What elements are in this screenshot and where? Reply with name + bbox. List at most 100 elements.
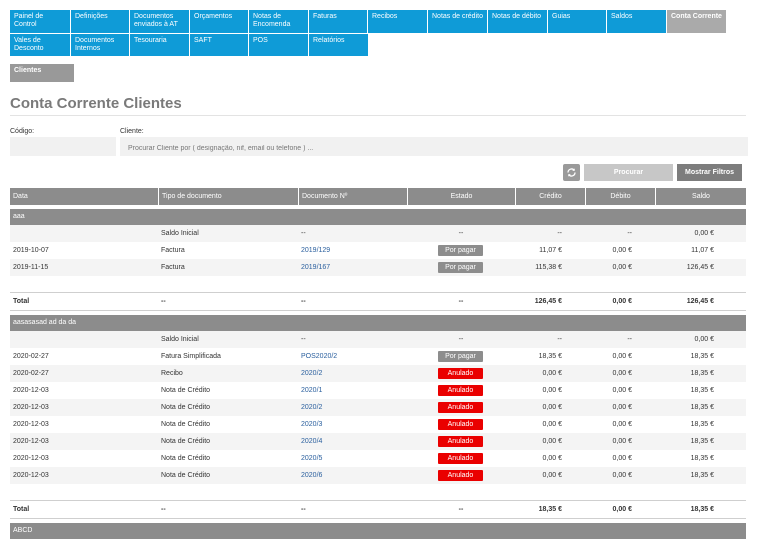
search-button[interactable]: Procurar — [584, 164, 673, 181]
nav-tile-documentos-enviados[interactable]: Documentos enviados à AT — [130, 10, 189, 33]
cell-balance: 0,00 € — [694, 230, 714, 237]
cell-credit: 0,00 € — [542, 387, 562, 394]
show-filters-button[interactable]: Mostrar Filtros — [677, 164, 742, 181]
group-name: ABCD — [13, 527, 33, 534]
cell-credit: -- — [557, 336, 562, 343]
cell-date: 2020-12-03 — [13, 455, 49, 462]
cell-type: Saldo Inicial — [161, 230, 199, 237]
sub-tab-clientes[interactable]: Clientes — [10, 64, 74, 82]
nav-tile-painel-de-control[interactable]: Painel de Control — [10, 10, 70, 33]
client-search-input[interactable] — [120, 139, 748, 158]
document-link[interactable]: 2019/129 — [301, 247, 331, 254]
cell-date: 2020-02-27 — [13, 353, 49, 360]
table-row[interactable]: 2020-02-27 Recibo 2020/2 Anulado 0,00 € 0,00 … — [10, 365, 746, 382]
code-input[interactable] — [10, 139, 116, 158]
table-row[interactable]: 2020-12-03 Nota de Crédito 2020/2 Anulado 0,… — [10, 399, 746, 416]
cell-type: Saldo Inicial — [161, 336, 199, 343]
cell-date: 2020-02-27 — [13, 370, 49, 377]
cell-balance: 18,35 € — [690, 404, 714, 411]
cell-credit: 0,00 € — [542, 438, 562, 445]
total-date: Total — [13, 506, 30, 513]
cell-debit: -- — [627, 230, 632, 237]
cell-debit: 0,00 € — [612, 247, 632, 254]
document-link[interactable]: POS2020/2 — [301, 353, 338, 360]
status-badge: Anulado — [438, 470, 483, 481]
group-header: ABCD — [10, 523, 746, 539]
cell-debit: 0,00 € — [612, 264, 632, 271]
nav-tile-tesouraria[interactable]: Tesouraria — [130, 34, 189, 56]
col-header-date: Data — [13, 193, 28, 200]
nav-tile-orcamentos[interactable]: Orçamentos — [190, 10, 248, 33]
document-link[interactable]: 2020/1 — [301, 387, 323, 394]
col-header-doc-type: Tipo de documento — [158, 188, 298, 205]
cell-date: 2019-11-15 — [13, 264, 49, 271]
col-header-doc-number: Documento Nº — [298, 188, 407, 205]
total-doc: -- — [301, 298, 306, 305]
table-row[interactable]: Saldo Inicial -- -- -- -- 0,00 € — [10, 331, 746, 348]
cell-type: Nota de Crédito — [161, 455, 211, 462]
nav-tile-saldos[interactable]: Saldos — [607, 10, 666, 33]
nav-tile-notas-de-credito[interactable]: Notas de crédito — [428, 10, 487, 33]
cell-doc: -- — [301, 230, 306, 237]
cell-type: Nota de Crédito — [161, 438, 211, 445]
nav-tile-definicoes[interactable]: Definições — [71, 10, 129, 33]
nav-tile-notas-de-encomenda[interactable]: Notas de Encomenda — [249, 10, 308, 33]
cell-debit: 0,00 € — [612, 472, 632, 479]
document-link[interactable]: 2020/2 — [301, 370, 323, 377]
nav-tile-notas-de-debito[interactable]: Notas de débito — [488, 10, 547, 33]
cell-credit: 0,00 € — [542, 404, 562, 411]
table-row[interactable]: 2019-11-15 Factura 2019/167 Por pagar 115,38… — [10, 259, 746, 276]
col-header-balance: Saldo — [655, 188, 746, 205]
nav-tile-vales-de-desconto[interactable]: Vales de Desconto — [10, 34, 70, 56]
cell-debit: 0,00 € — [612, 455, 632, 462]
nav-tile-relatorios[interactable]: Relatórios — [309, 34, 368, 56]
nav-tile-saft[interactable]: SAFT — [190, 34, 248, 56]
document-link[interactable]: 2020/5 — [301, 455, 323, 462]
refresh-button[interactable] — [563, 164, 580, 181]
nav-tile-pos[interactable]: POS — [249, 34, 308, 56]
document-link[interactable]: 2020/4 — [301, 438, 323, 445]
cell-credit: 0,00 € — [542, 472, 562, 479]
nav-tile-conta-corrente[interactable]: Conta Corrente — [667, 10, 726, 33]
table-row[interactable]: 2020-12-03 Nota de Crédito 2020/6 Anulado 0,… — [10, 467, 746, 484]
cell-debit: 0,00 € — [612, 387, 632, 394]
status-badge: Anulado — [438, 436, 483, 447]
cell-credit: 0,00 € — [542, 455, 562, 462]
group-name: aasasasad ad da da — [13, 319, 77, 326]
cell-debit: 0,00 € — [612, 404, 632, 411]
table-row[interactable]: 2020-12-03 Nota de Crédito 2020/3 Anulado 0,… — [10, 416, 746, 433]
table-row[interactable]: 2020-12-03 Nota de Crédito 2020/5 Anulado 0,… — [10, 450, 746, 467]
nav-tile-guias[interactable]: Guias — [548, 10, 606, 33]
table-row[interactable]: 2019-10-07 Factura 2019/129 Por pagar 11,07 … — [10, 242, 746, 259]
group-spacer — [10, 484, 746, 500]
table-row[interactable]: 2020-12-03 Nota de Crédito 2020/1 Anulado 0,… — [10, 382, 746, 399]
total-status: -- — [458, 506, 464, 513]
group-header: aasasasad ad da da — [10, 315, 746, 331]
nav-tile-faturas[interactable]: Faturas — [309, 10, 367, 33]
table-row[interactable]: 2020-12-03 Nota de Crédito 2020/4 Anulado 0,… — [10, 433, 746, 450]
cell-balance: 126,45 € — [686, 264, 714, 271]
total-status: -- — [458, 298, 464, 305]
group-name: aaa — [13, 213, 25, 220]
document-link[interactable]: 2019/167 — [301, 264, 331, 271]
cell-type: Factura — [161, 264, 185, 271]
cell-balance: 18,35 € — [690, 370, 714, 377]
cell-type: Nota de Crédito — [161, 472, 211, 479]
document-link[interactable]: 2020/2 — [301, 404, 323, 411]
status-badge: Por pagar — [438, 351, 483, 362]
title-divider — [10, 115, 746, 116]
table-row[interactable]: Saldo Inicial -- -- -- -- 0,00 € — [10, 225, 746, 242]
total-balance: 126,45 € — [686, 298, 714, 305]
status-badge: Anulado — [438, 385, 483, 396]
total-credit: 126,45 € — [534, 298, 562, 305]
code-label: Código: — [10, 128, 35, 135]
nav-tile-documentos-internos[interactable]: Documentos Internos — [71, 34, 129, 56]
cell-credit: 115,38 € — [535, 264, 562, 271]
total-row: Total -- -- -- 126,45 € 0,00 € 126,45 € — [10, 292, 746, 311]
code-field — [10, 137, 116, 158]
table-row[interactable]: 2020-02-27 Fatura Simplificada POS2020/2 Po… — [10, 348, 746, 365]
nav-tile-recibos[interactable]: Recibos — [368, 10, 427, 33]
cell-debit: 0,00 € — [612, 370, 632, 377]
document-link[interactable]: 2020/6 — [301, 472, 323, 479]
document-link[interactable]: 2020/3 — [301, 421, 323, 428]
